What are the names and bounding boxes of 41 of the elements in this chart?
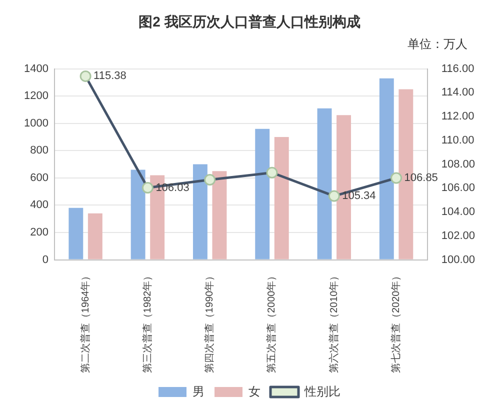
- data-label: 106.03: [156, 182, 190, 194]
- x-tick-label: 第二次普查（1964年）: [79, 270, 92, 374]
- y-tick-label: 1000: [24, 117, 48, 130]
- data-label: 106.85: [404, 172, 438, 184]
- x-tick-label: 第三次普查（1982年）: [141, 270, 154, 374]
- bar: [212, 171, 227, 260]
- y2-tick-label: 100.00: [441, 254, 476, 266]
- y-tick-label: 800: [30, 144, 48, 157]
- legend-label: 性别比: [304, 384, 340, 398]
- y2-tick-label: 104.00: [441, 206, 476, 218]
- data-label: 115.38: [94, 70, 126, 82]
- bar: [274, 137, 289, 260]
- bar: [192, 164, 208, 260]
- y2-tick-label: 114.00: [441, 86, 474, 99]
- x-tick-label: 第六次普查（2010年）: [328, 270, 340, 374]
- bar: [379, 78, 394, 260]
- y2-tick-label: 106.00: [441, 182, 476, 194]
- x-tick-label: 第七次普查（2020年）: [390, 270, 402, 374]
- legend-label: 男: [192, 384, 204, 398]
- chart-title: 图2 我区历次人口普查人口性别构成: [138, 13, 360, 30]
- x-tick-label: 第四次普查（1990年）: [204, 270, 216, 374]
- y2-tick-label: 116.00: [441, 62, 474, 75]
- y2-tick-label: 112.00: [441, 110, 474, 123]
- bar: [255, 128, 270, 260]
- y-tick-label: 0: [42, 254, 48, 266]
- y2-tick-label: 102.00: [441, 230, 476, 242]
- data-label: 105.34: [342, 190, 376, 202]
- bar: [88, 213, 102, 260]
- bar: [68, 208, 84, 260]
- bar: [130, 170, 146, 260]
- text: 单位：万人: [407, 37, 468, 52]
- y-tick-label: 200: [30, 226, 48, 239]
- bar: [317, 108, 332, 260]
- y-tick-label: 600: [30, 172, 48, 184]
- y-tick-label: 1400: [24, 62, 48, 75]
- x-tick-label: 第五次普查（2000年）: [266, 270, 278, 374]
- legend-label: 女: [248, 384, 260, 398]
- y2-tick-label: 110.00: [441, 134, 474, 146]
- y2-tick-label: 108.00: [441, 158, 476, 170]
- y-tick-label: 1200: [24, 90, 48, 102]
- y-tick-label: 400: [30, 199, 48, 212]
